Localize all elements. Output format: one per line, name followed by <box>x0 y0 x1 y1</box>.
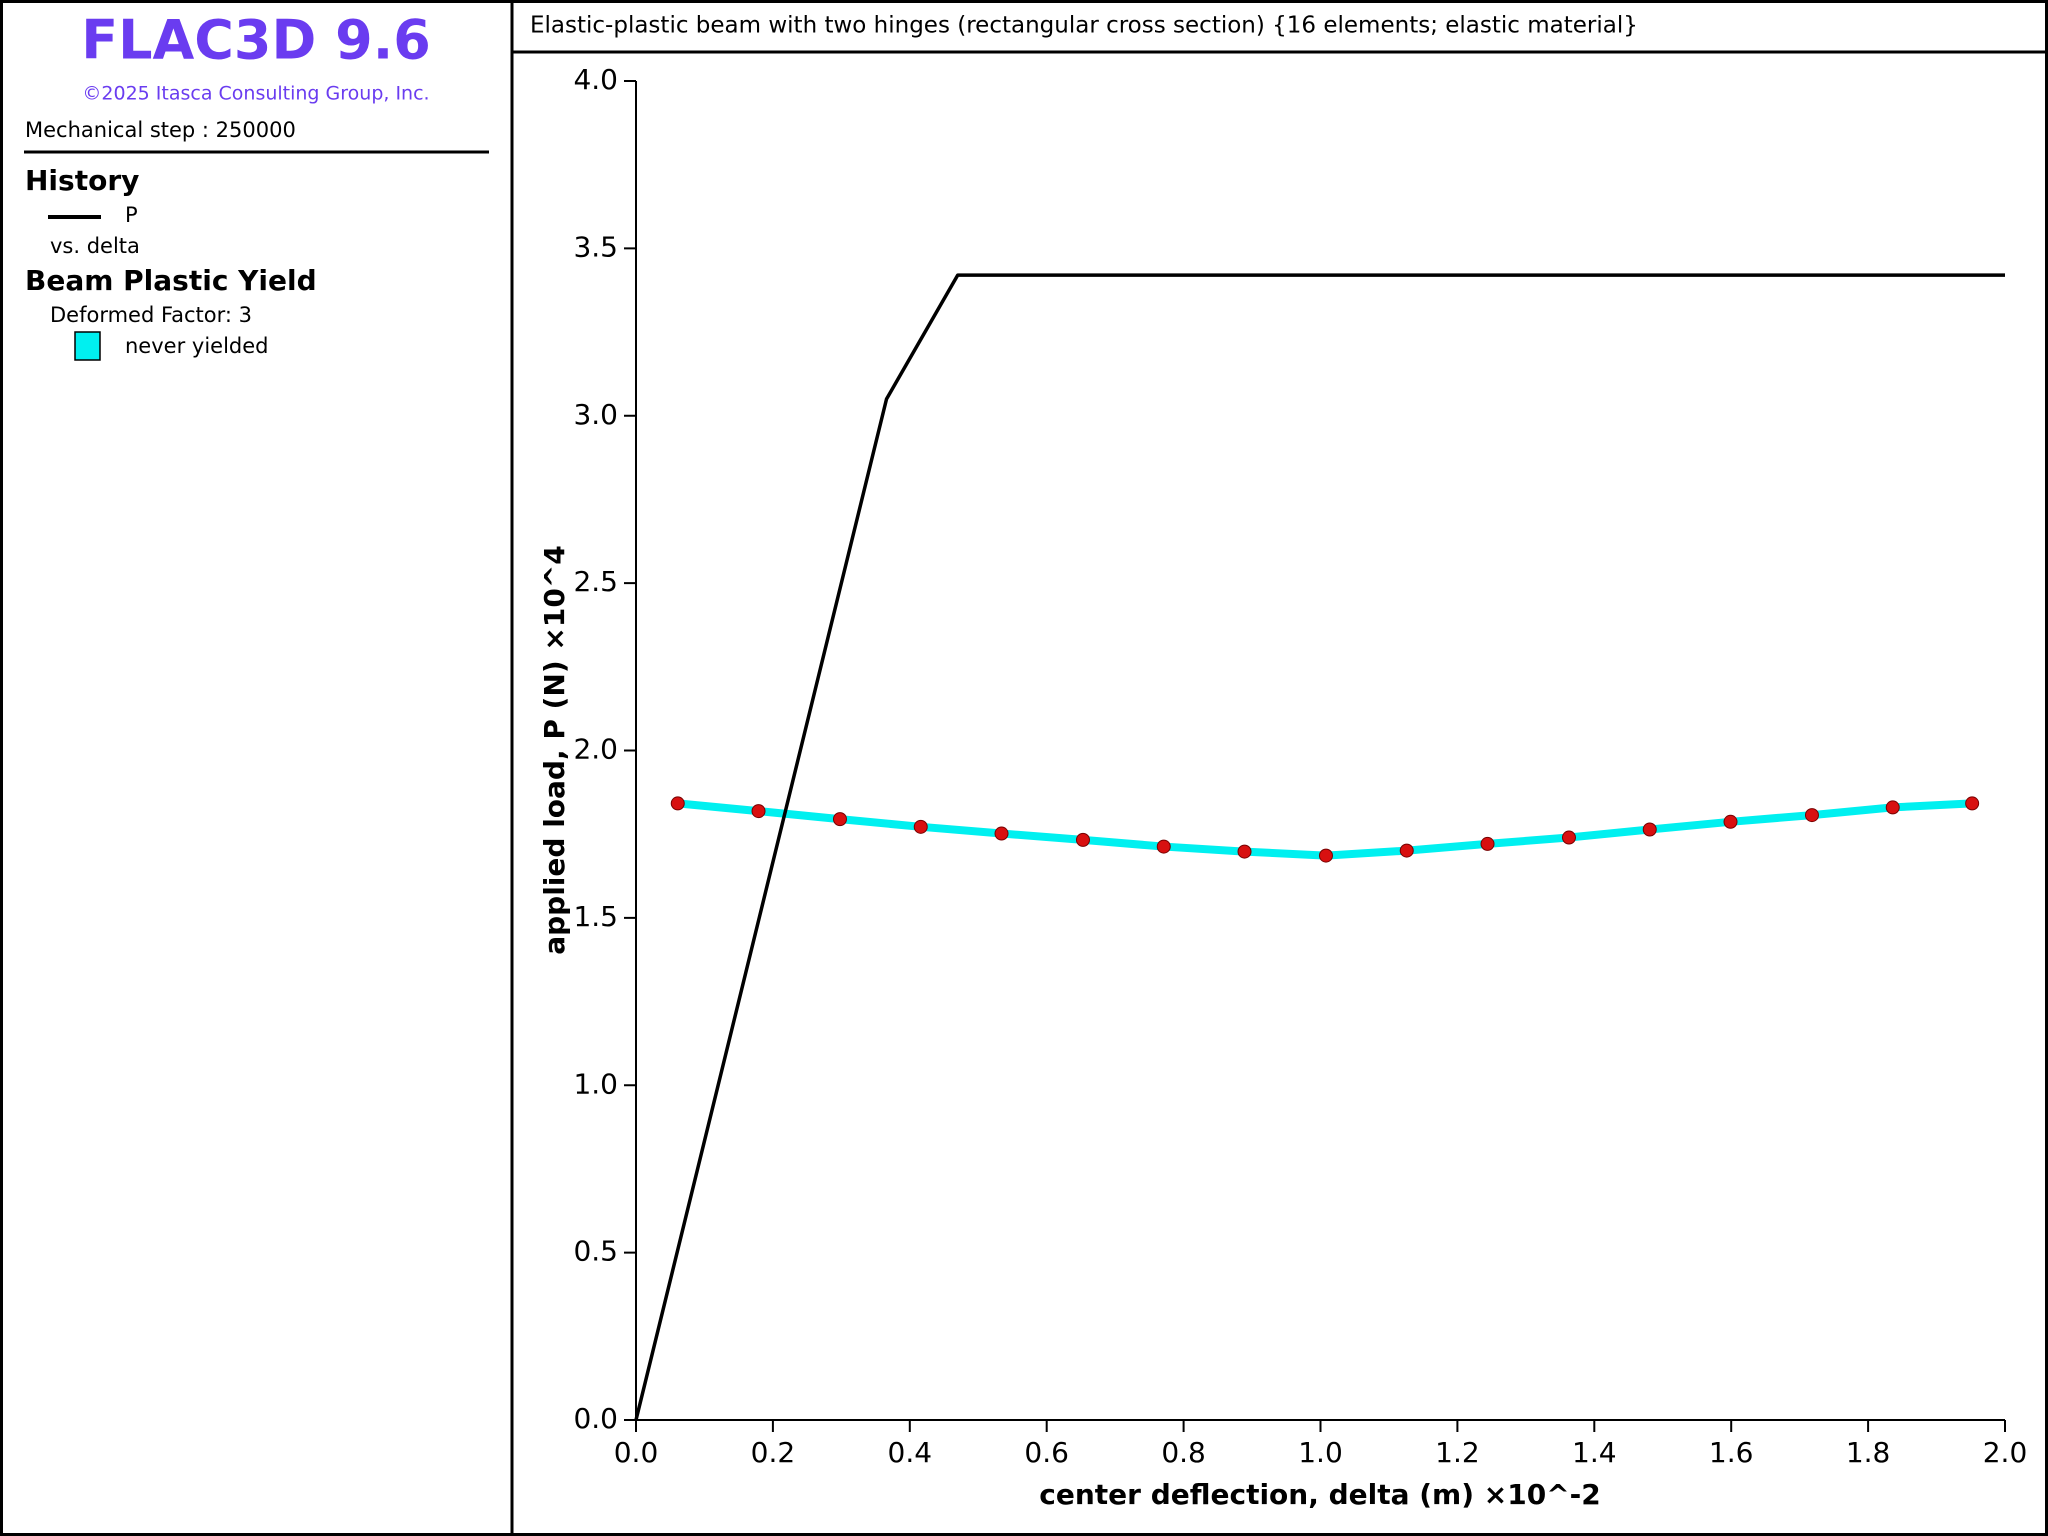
y-axis-label: applied load, P (N) ×10^4 <box>538 545 571 955</box>
x-tick-label: 0.0 <box>614 1436 659 1469</box>
x-tick-label: 2.0 <box>1983 1436 2028 1469</box>
y-tick-label: 3.5 <box>573 230 618 263</box>
y-tick-label: 1.0 <box>573 1067 618 1100</box>
beam-node <box>1561 830 1576 845</box>
beam-node <box>1075 832 1090 847</box>
beam-node <box>1480 836 1495 851</box>
beam-node <box>751 804 766 819</box>
legend-entry: P <box>125 203 138 227</box>
legend-heading: History <box>25 164 139 197</box>
beam-node <box>832 812 847 827</box>
legend-note: vs. delta <box>50 234 140 258</box>
x-tick-label: 1.8 <box>1846 1436 1891 1469</box>
legend-entry: never yielded <box>125 334 268 358</box>
x-tick-label: 0.2 <box>751 1436 796 1469</box>
beam-node <box>1723 814 1738 829</box>
beam-node <box>1399 843 1414 858</box>
step-label: Mechanical step : 250000 <box>25 118 296 142</box>
y-tick-label: 4.0 <box>573 63 618 96</box>
x-tick-label: 0.8 <box>1161 1436 1206 1469</box>
x-axis-label: center deflection, delta (m) ×10^-2 <box>1039 1478 1601 1511</box>
x-tick-label: 1.0 <box>1298 1436 1343 1469</box>
beam-node <box>1156 839 1171 854</box>
x-tick-label: 1.6 <box>1709 1436 1754 1469</box>
beam-node <box>1318 848 1333 863</box>
beam-node <box>1237 844 1252 859</box>
history-line <box>634 273 2005 1421</box>
x-tick-label: 0.4 <box>888 1436 933 1469</box>
chart-title: Elastic-plastic beam with two hinges (re… <box>530 13 1638 39</box>
x-tick-label: 0.6 <box>1024 1436 1069 1469</box>
legend-swatch <box>74 331 101 361</box>
y-tick-label: 3.0 <box>573 398 618 431</box>
copyright: ©2025 Itasca Consulting Group, Inc. <box>82 83 429 105</box>
legend-heading: Beam Plastic Yield <box>25 264 317 297</box>
beam-node <box>670 796 685 811</box>
x-tick-label: 1.2 <box>1435 1436 1480 1469</box>
y-tick-label: 1.5 <box>573 900 618 933</box>
beam-node <box>913 819 928 834</box>
beam-node <box>994 826 1009 841</box>
beam-node <box>1885 800 1900 815</box>
y-tick-label: 2.0 <box>573 733 618 766</box>
y-tick-label: 0.5 <box>573 1235 618 1268</box>
y-tick-label: 0.0 <box>573 1402 618 1435</box>
y-tick-label: 2.5 <box>573 565 618 598</box>
product-title: FLAC3D 9.6 <box>81 9 431 72</box>
beam-node <box>1965 796 1980 811</box>
legend-note: Deformed Factor: 3 <box>50 303 252 327</box>
beam-node <box>1804 808 1819 823</box>
x-tick-label: 1.4 <box>1572 1436 1617 1469</box>
beam-node <box>1642 822 1657 837</box>
